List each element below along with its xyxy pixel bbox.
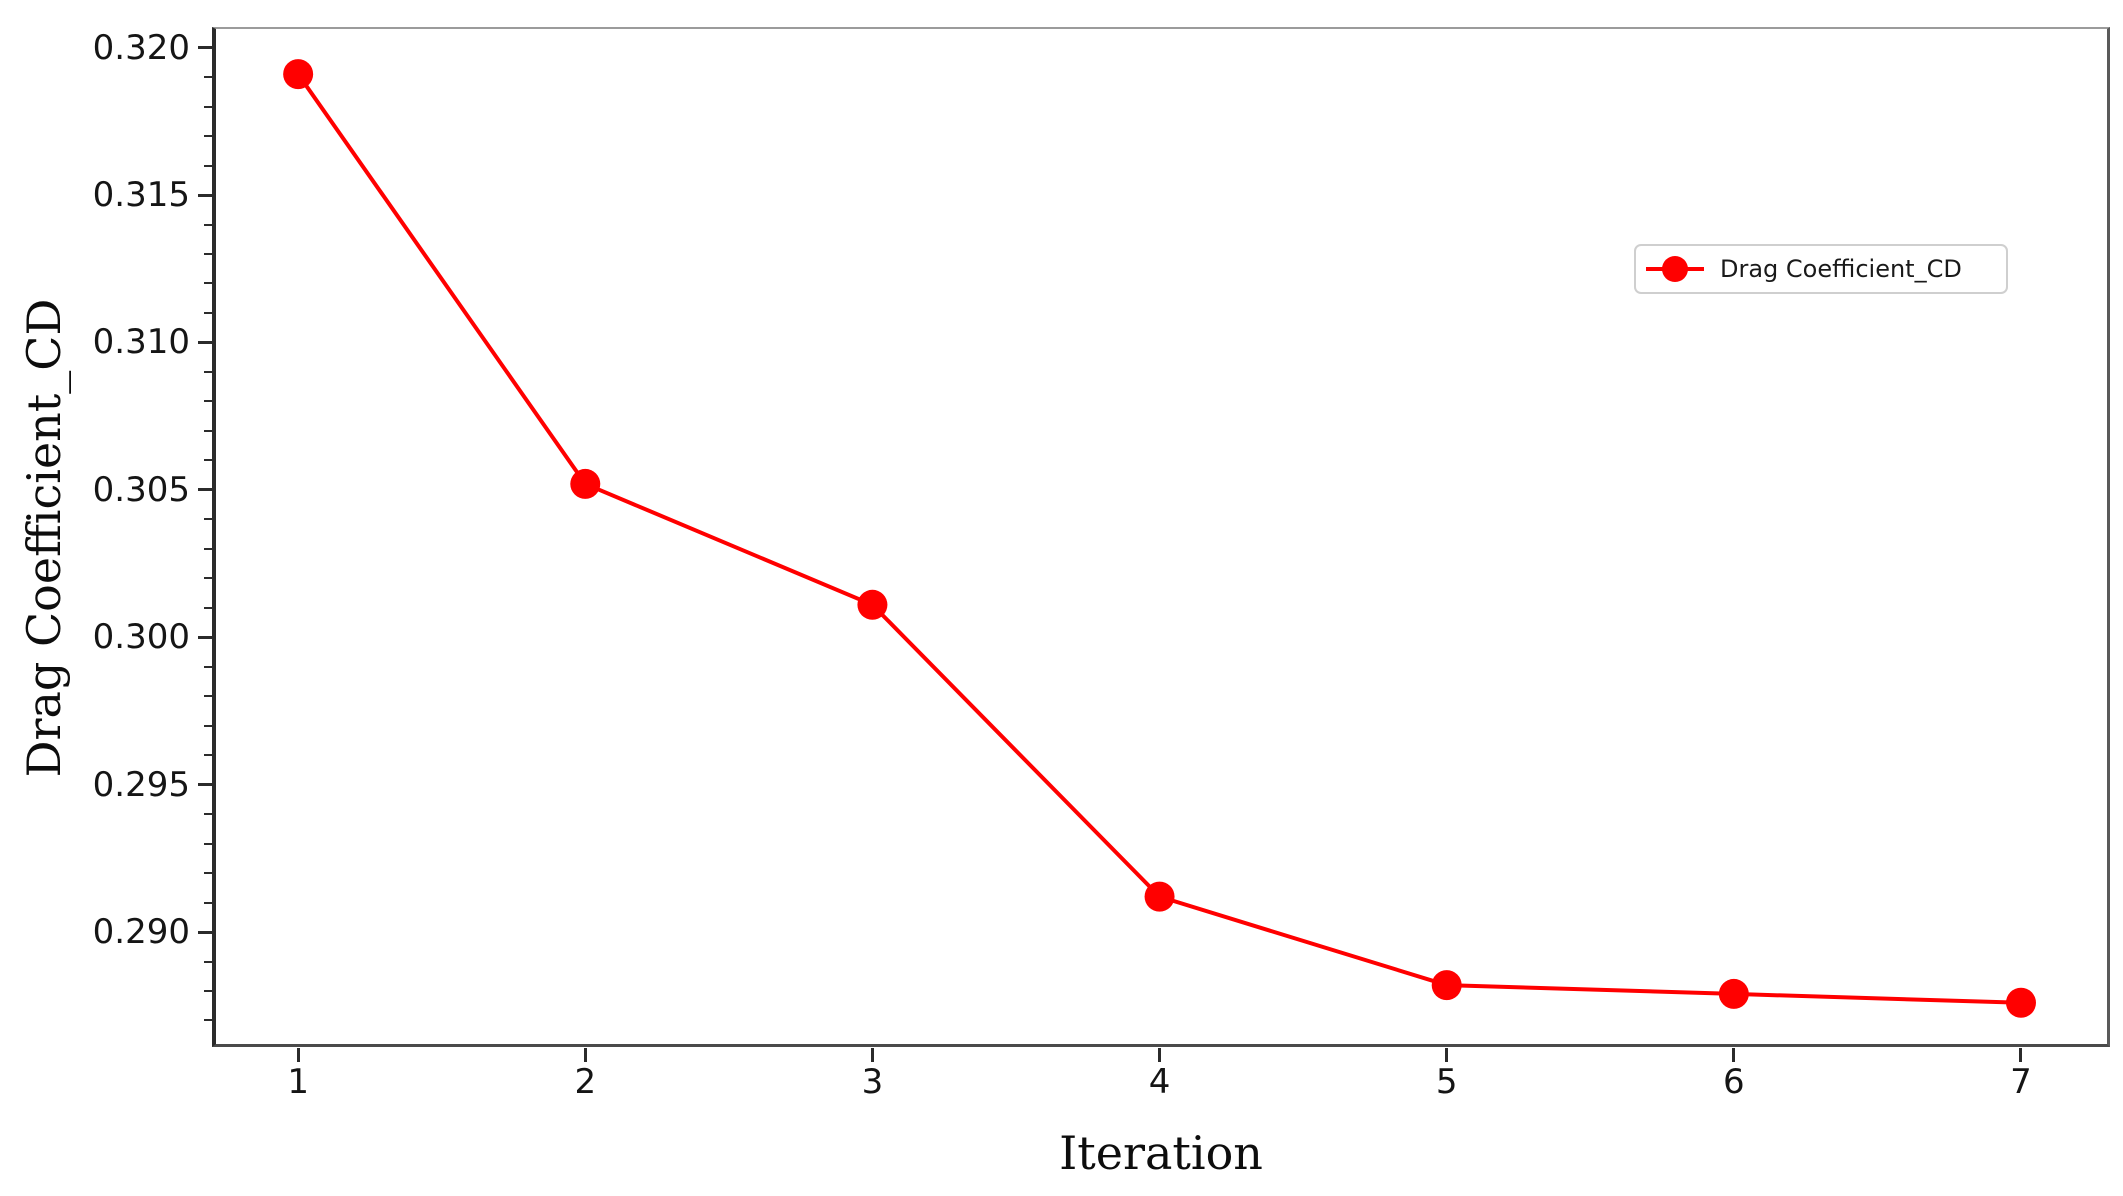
x-tick-label: 4 (1148, 1062, 1171, 1102)
y-tick (198, 340, 212, 344)
y-tick (198, 783, 212, 787)
y-minor-tick (204, 370, 212, 373)
y-minor-tick (204, 105, 212, 108)
y-minor-tick (204, 518, 212, 521)
y-minor-tick (204, 135, 212, 138)
x-tick-label: 7 (2010, 1062, 2032, 1102)
x-tick-label: 2 (574, 1062, 597, 1102)
y-minor-tick (204, 459, 212, 462)
x-tick (583, 1048, 587, 1062)
y-minor-tick (204, 76, 212, 79)
x-tick (1732, 1048, 1736, 1062)
y-tick (198, 46, 212, 50)
y-minor-tick (204, 665, 212, 668)
x-tick-label: 5 (1435, 1062, 1458, 1102)
y-minor-tick (204, 164, 212, 167)
y-minor-tick (204, 1019, 212, 1022)
y-tick-label: 0.320 (92, 27, 190, 68)
y-minor-tick (204, 400, 212, 403)
y-tick (198, 930, 212, 934)
y-minor-tick (204, 547, 212, 550)
x-tick (296, 1048, 300, 1062)
y-tick (198, 193, 212, 197)
y-minor-tick (204, 872, 212, 875)
y-minor-tick (204, 606, 212, 609)
y-minor-tick (204, 223, 212, 226)
plot-area (212, 27, 2110, 1047)
y-tick-label: 0.295 (92, 764, 190, 805)
y-minor-tick (204, 901, 212, 904)
y-minor-tick (204, 989, 212, 992)
x-tick-label: 1 (287, 1062, 309, 1102)
x-tick (1445, 1048, 1449, 1062)
y-tick-label: 0.290 (92, 912, 190, 953)
y-minor-tick (204, 842, 212, 845)
y-tick (198, 488, 212, 492)
y-minor-tick (204, 960, 212, 963)
x-tick-label: 3 (861, 1062, 884, 1102)
legend: Drag Coefficient_CD (1634, 244, 2008, 294)
legend-dot-icon (1662, 256, 1688, 282)
y-minor-tick (204, 754, 212, 757)
y-tick-label: 0.315 (92, 175, 190, 216)
y-minor-tick (204, 695, 212, 698)
legend-marker-icon (1646, 254, 1704, 284)
y-tick-label: 0.310 (92, 322, 190, 363)
y-tick-label: 0.300 (92, 617, 190, 658)
x-tick (870, 1048, 874, 1062)
y-minor-tick (204, 311, 212, 314)
y-minor-tick (204, 813, 212, 816)
y-minor-tick (204, 282, 212, 285)
y-minor-tick (204, 577, 212, 580)
y-minor-tick (204, 724, 212, 727)
y-tick (198, 635, 212, 639)
x-axis-label: Iteration (1059, 1126, 1263, 1180)
x-tick-label: 6 (1723, 1062, 1745, 1102)
y-minor-tick (204, 252, 212, 255)
y-minor-tick (204, 429, 212, 432)
x-tick (1158, 1048, 1162, 1062)
y-tick-label: 0.305 (92, 469, 190, 510)
legend-entry-label: Drag Coefficient_CD (1720, 255, 1962, 283)
x-tick (2019, 1048, 2023, 1062)
